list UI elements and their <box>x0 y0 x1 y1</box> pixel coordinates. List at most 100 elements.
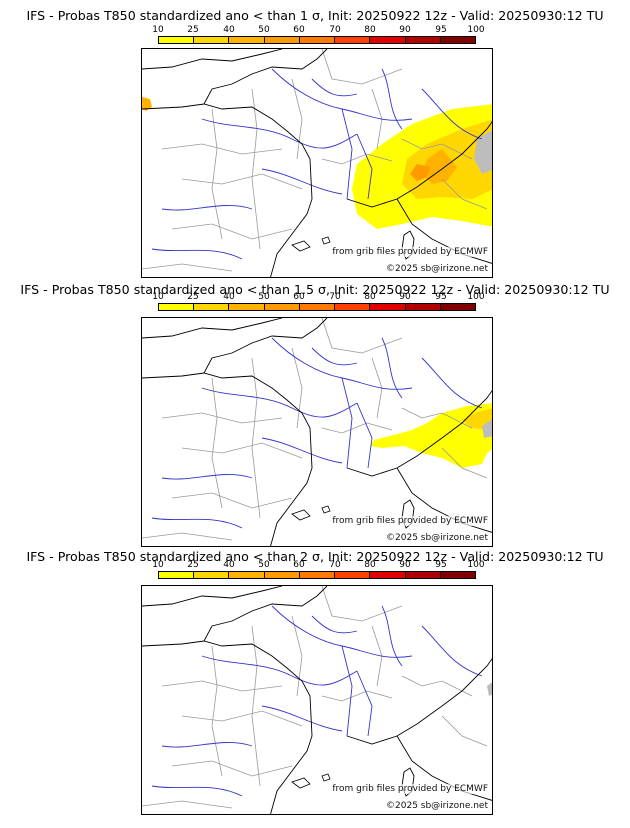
admin-border <box>142 263 233 272</box>
color-scale-segment <box>159 572 195 578</box>
coastline <box>396 198 492 264</box>
scale-labels: 10 25 40 50 60 70 80 90 95 100 <box>152 292 484 302</box>
scale-tick: 90 <box>399 25 411 35</box>
color-scale-segment <box>159 37 195 43</box>
admin-border <box>161 143 283 155</box>
color-scale-segment <box>194 572 230 578</box>
river-line <box>311 78 358 97</box>
coastline <box>142 103 313 277</box>
scale-tick: 95 <box>435 25 447 35</box>
admin-border <box>171 223 293 240</box>
color-scale-segment <box>264 304 300 310</box>
color-scale-segment <box>405 304 441 310</box>
coastline <box>346 390 492 477</box>
admin-border <box>161 412 283 424</box>
admin-border <box>142 800 233 809</box>
color-scale-segment <box>440 37 475 43</box>
color-scale-segment <box>299 304 336 310</box>
coastline <box>142 49 283 70</box>
scale-tick: 40 <box>223 25 235 35</box>
river-line <box>341 108 353 200</box>
scale-tick: 25 <box>187 25 199 35</box>
coastline <box>203 586 328 642</box>
river-line <box>311 347 358 366</box>
river-line <box>271 337 413 390</box>
island-coast <box>321 773 331 782</box>
coastline <box>396 735 492 801</box>
copyright-credit: ©2025 sb@irizone.net <box>386 801 488 811</box>
admin-border <box>181 173 303 190</box>
color-scale-segment <box>159 304 195 310</box>
river-line <box>261 705 343 732</box>
color-scale-bar <box>158 36 476 44</box>
scale-tick: 50 <box>258 25 270 35</box>
probability-area <box>142 97 152 111</box>
admin-border <box>181 442 303 459</box>
color-scale-segment <box>299 37 336 43</box>
river-line <box>261 437 343 464</box>
scale-tick: 70 <box>329 25 341 35</box>
color-scale-segment <box>229 37 265 43</box>
color-scale-segment <box>370 572 406 578</box>
river-line <box>151 517 243 529</box>
coastline <box>142 318 283 339</box>
panel-title: IFS - Probas T850 standardized ano < tha… <box>26 8 604 23</box>
admin-border <box>321 153 393 165</box>
scale-tick: 80 <box>364 292 376 302</box>
river-line <box>151 248 243 260</box>
scale-tick: 80 <box>364 560 376 570</box>
admin-border <box>251 88 261 250</box>
river-line <box>311 615 358 634</box>
admin-border <box>291 347 303 429</box>
admin-border <box>181 710 303 727</box>
river-line <box>161 205 253 211</box>
scale-tick: 60 <box>293 25 305 35</box>
river-line <box>421 625 483 677</box>
coastline <box>142 372 313 546</box>
grib-credit: from grib files provided by ECMWF <box>332 516 488 526</box>
scale-tick: 100 <box>467 292 485 302</box>
river-line <box>271 605 413 658</box>
coastline <box>346 121 492 208</box>
admin-border <box>211 645 223 777</box>
admin-border <box>291 615 303 697</box>
coastline <box>396 467 492 533</box>
color-scale-segment <box>299 572 336 578</box>
river-line <box>201 655 358 686</box>
scale-tick: 50 <box>258 292 270 302</box>
admin-border <box>321 586 403 622</box>
river-line <box>151 785 243 797</box>
probability-area <box>422 149 457 184</box>
color-scale-segment <box>194 37 230 43</box>
scale-tick: 40 <box>223 292 235 302</box>
alps-gray-area <box>482 419 492 438</box>
island-coast <box>291 509 311 521</box>
alps-gray-area <box>474 130 492 174</box>
copyright-credit: ©2025 sb@irizone.net <box>386 533 488 543</box>
scale-tick: 10 <box>152 560 164 570</box>
admin-border <box>401 138 473 160</box>
color-scale-segment <box>335 572 371 578</box>
color-scale-segment <box>264 37 300 43</box>
island-coast <box>321 505 331 514</box>
scale-tick: 50 <box>258 560 270 570</box>
color-scale-bar <box>158 303 476 311</box>
scale-labels: 10 25 40 50 60 70 80 90 95 100 <box>152 560 484 570</box>
coastline <box>142 640 313 814</box>
color-scale-segment <box>335 37 371 43</box>
scale-tick: 10 <box>152 25 164 35</box>
scale-tick: 25 <box>187 560 199 570</box>
color-scale-bar <box>158 571 476 579</box>
probability-area <box>410 164 430 181</box>
grib-credit: from grib files provided by ECMWF <box>332 247 488 257</box>
scale-tick: 95 <box>435 560 447 570</box>
scale-tick: 40 <box>223 560 235 570</box>
color-scale-segment <box>264 572 300 578</box>
grib-credit: from grib files provided by ECMWF <box>332 784 488 794</box>
coastline <box>142 586 283 607</box>
color-scale-segment <box>440 304 475 310</box>
scale-tick: 70 <box>329 292 341 302</box>
island-coast <box>291 240 311 252</box>
river-line <box>356 670 373 737</box>
river-line <box>356 133 373 200</box>
